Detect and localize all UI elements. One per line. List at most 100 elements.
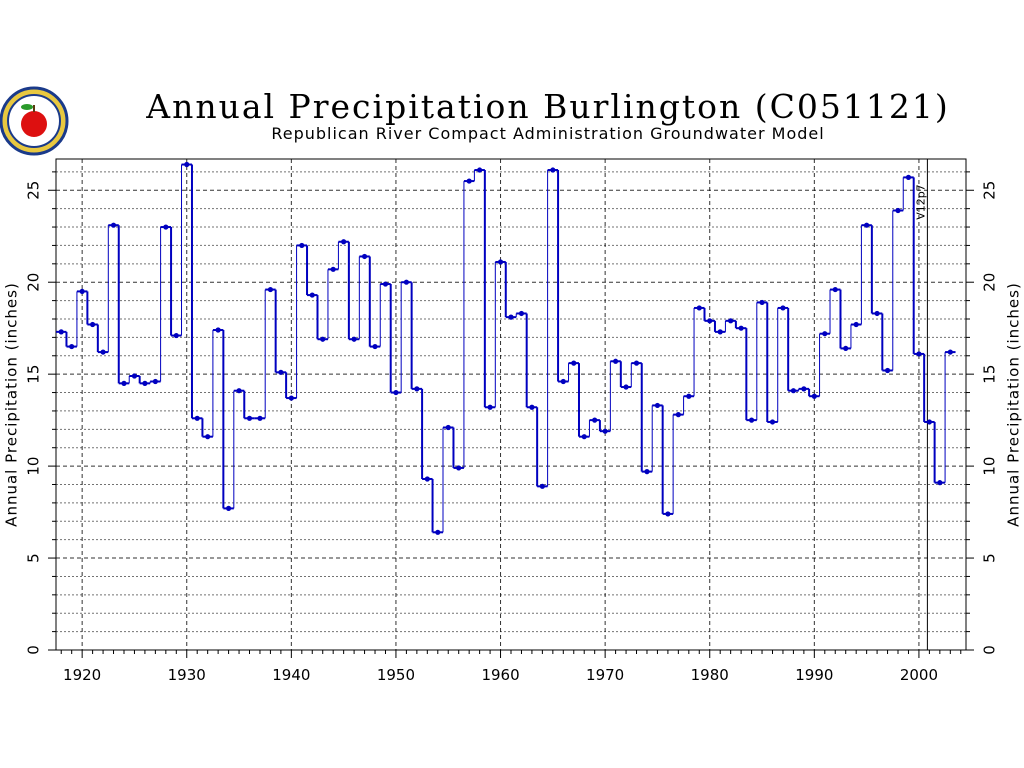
x-axis: 1920 1930 1940 1950 1960 1970 1980 1990 2000 <box>60 650 962 684</box>
data-point <box>351 336 357 342</box>
data-point <box>654 402 661 409</box>
data-point <box>728 318 734 324</box>
x-tick-label: 1960 <box>481 666 519 684</box>
chart-title: Annual Precipitation Burlington (C051121… <box>145 87 950 126</box>
data-point <box>320 336 326 342</box>
data-point <box>644 469 650 475</box>
data-point <box>633 360 640 366</box>
data-point <box>905 174 912 180</box>
data-point <box>707 318 713 324</box>
data-point <box>623 384 629 390</box>
data-point <box>937 480 943 486</box>
data-point <box>748 417 755 423</box>
data-point <box>790 388 797 394</box>
data-point <box>686 393 692 399</box>
data-point <box>299 242 305 249</box>
data-point <box>131 373 138 379</box>
y-tick-label-right: 20 <box>981 273 999 292</box>
data-point <box>539 483 545 489</box>
x-tick-label: 1950 <box>377 666 415 684</box>
data-point <box>780 305 786 311</box>
data-point <box>675 412 681 418</box>
data-point <box>58 329 64 335</box>
data-point <box>225 505 232 512</box>
y-tick-label-left: 5 <box>25 553 43 563</box>
data-point <box>382 281 389 287</box>
data-point <box>184 161 190 168</box>
data-point <box>926 419 932 425</box>
x-tick-label: 1990 <box>795 666 833 684</box>
data-point <box>142 380 148 386</box>
y-tick-label-left: 10 <box>25 457 43 476</box>
data-point <box>215 327 221 333</box>
y-tick-label-left: 20 <box>25 273 43 292</box>
x-tick-label: 1980 <box>691 666 729 684</box>
data-point <box>717 329 723 335</box>
y-axis-label-right: Annual Precipitation (inches) <box>1005 282 1023 527</box>
data-point <box>738 325 744 331</box>
logo-seal <box>0 86 69 156</box>
data-point <box>173 332 179 339</box>
data-point <box>612 358 619 364</box>
data-point <box>895 207 901 214</box>
annotation-label: V12p7 <box>914 184 927 220</box>
x-tick-label: 1970 <box>586 666 624 684</box>
data-point <box>853 321 859 328</box>
x-tick-label: 2000 <box>900 666 938 684</box>
data-point <box>100 349 106 355</box>
data-point <box>581 434 587 440</box>
data-point <box>665 511 671 517</box>
data-point <box>801 386 807 392</box>
data-point <box>811 393 817 399</box>
annotation: V12p7 <box>914 159 928 650</box>
data-point <box>884 367 891 374</box>
data-point <box>696 305 702 311</box>
y-tick-label-left: 0 <box>25 645 43 655</box>
data-point <box>393 389 399 396</box>
data-point <box>508 314 514 320</box>
data-point <box>518 310 525 317</box>
data-point <box>288 395 294 401</box>
data-point <box>477 167 483 173</box>
data-point <box>843 345 849 352</box>
data-point <box>424 476 430 482</box>
data-point <box>602 428 608 434</box>
data-point <box>832 286 838 293</box>
data-point <box>205 434 211 440</box>
data-point <box>163 224 169 230</box>
y-tick-label-left: 15 <box>25 365 43 384</box>
data-point <box>194 415 200 421</box>
data-point <box>309 292 315 298</box>
y-tick-label-right: 0 <box>981 645 999 655</box>
data-point <box>69 343 75 350</box>
x-tick-label: 1940 <box>272 666 310 684</box>
data-point <box>864 222 870 228</box>
y-tick-label-right: 10 <box>981 457 999 476</box>
data-point <box>759 299 765 306</box>
data-point <box>445 424 451 431</box>
y-tick-label-right: 15 <box>981 365 999 384</box>
data-point <box>372 343 378 350</box>
data-point <box>121 380 127 386</box>
data-point <box>110 222 117 228</box>
y-axis-label-left: Annual Precipitation (inches) <box>3 282 21 527</box>
data-point <box>246 415 253 421</box>
y-tick-label-right: 5 <box>981 553 999 563</box>
data-point <box>361 253 368 260</box>
y-tick-label-left: 25 <box>25 181 43 200</box>
data-point <box>257 415 263 421</box>
data-point <box>267 286 274 293</box>
y-axis: 0 0 5 5 10 10 15 15 20 20 25 25 <box>25 171 999 655</box>
x-tick-label: 1930 <box>168 666 206 684</box>
data-point <box>90 321 96 328</box>
data-point <box>414 386 420 392</box>
data-point <box>592 417 598 423</box>
data-point <box>874 310 880 317</box>
data-point <box>571 360 577 366</box>
data-point <box>403 279 410 285</box>
data-point <box>236 388 242 394</box>
data-point <box>152 378 158 385</box>
apple-icon <box>21 104 47 137</box>
series-precipitation <box>56 161 956 535</box>
